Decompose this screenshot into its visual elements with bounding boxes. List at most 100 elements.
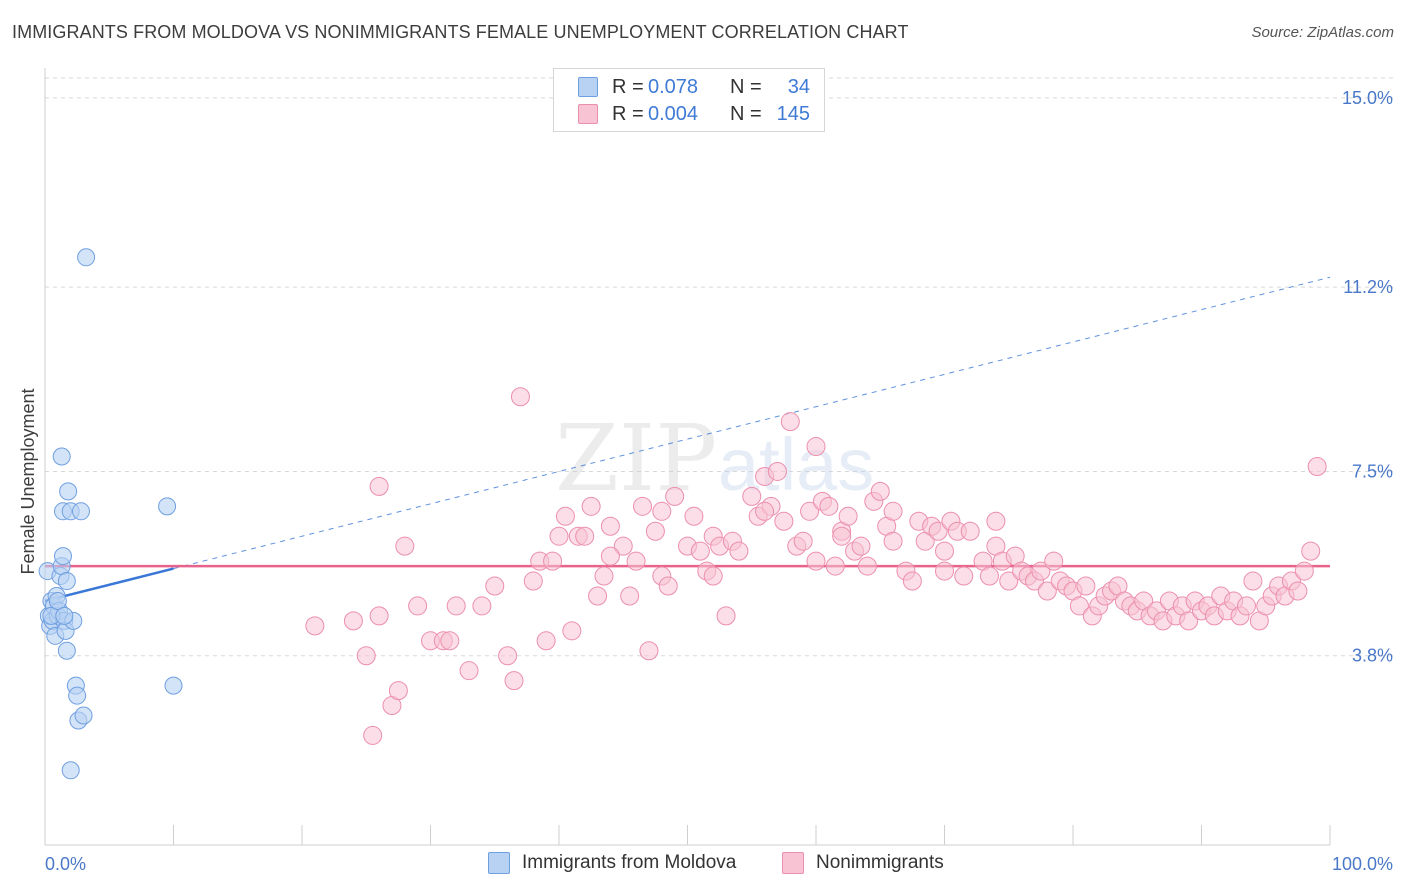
nonimmigrants-point	[363, 725, 383, 745]
moldova-point	[55, 606, 74, 625]
legend-swatch-pink	[578, 104, 598, 124]
moldova-point	[71, 502, 90, 521]
nonimmigrants-point	[999, 571, 1019, 591]
y-tick-label: 3.8%	[1352, 646, 1393, 666]
series-legend: Immigrants from Moldova Nonimmigrants	[0, 852, 1406, 878]
nonimmigrants-point	[536, 631, 556, 651]
nonimmigrants-point	[935, 561, 954, 581]
nonimmigrants-point	[510, 387, 530, 407]
nonimmigrants-point	[800, 501, 820, 521]
nonimmigrants-point	[902, 571, 922, 591]
nonimmigrants-points	[305, 387, 1327, 745]
nonimmigrants-point	[613, 536, 633, 556]
nonimmigrants-point	[408, 596, 428, 616]
nonimmigrants-point	[703, 566, 723, 586]
nonimmigrants-point	[755, 501, 775, 521]
nonimmigrants-point	[806, 437, 826, 457]
nonimmigrants-point	[1044, 551, 1064, 571]
legend-n-label: N =	[730, 75, 762, 98]
nonimmigrants-point	[485, 576, 505, 596]
nonimmigrants-point	[684, 506, 704, 526]
legend-r-value: 0.004	[648, 102, 699, 125]
legend-swatch-blue	[488, 852, 510, 874]
legend-n-value: 145	[776, 102, 810, 125]
legend-item-nonimmigrants: Nonimmigrants	[782, 852, 944, 874]
nonimmigrants-point	[851, 536, 871, 556]
nonimmigrants-point	[472, 596, 492, 616]
nonimmigrants-point	[562, 621, 582, 641]
nonimmigrants-point	[369, 606, 389, 626]
nonimmigrants-point	[806, 551, 826, 571]
nonimmigrants-point	[652, 501, 672, 521]
moldova-point	[74, 706, 93, 725]
legend-series1-label: Immigrants from Moldova	[522, 852, 737, 873]
legend-swatch-blue	[578, 77, 598, 97]
nonimmigrants-point	[838, 506, 858, 526]
nonimmigrants-point	[658, 576, 678, 596]
y-axis-label: Female Unemployment	[18, 388, 38, 574]
moldova-point	[57, 641, 76, 660]
nonimmigrants-point	[1288, 581, 1308, 601]
nonimmigrants-point	[555, 506, 575, 526]
moldova-point	[57, 572, 76, 591]
moldova-point	[53, 547, 72, 566]
nonimmigrants-point	[600, 516, 620, 536]
nonimmigrants-point	[1301, 541, 1321, 561]
nonimmigrants-point	[1294, 561, 1314, 581]
nonimmigrants-point	[588, 586, 608, 606]
nonimmigrants-point	[1037, 581, 1057, 601]
nonimmigrants-point	[633, 496, 653, 516]
legend-swatch-pink	[782, 852, 804, 874]
grid-lines	[45, 77, 1395, 657]
nonimmigrants-point	[729, 541, 749, 561]
legend-series2-label: Nonimmigrants	[816, 852, 944, 873]
nonimmigrants-point	[639, 641, 659, 661]
moldova-point	[52, 447, 71, 466]
nonimmigrants-point	[883, 501, 903, 521]
nonimmigrants-point	[690, 541, 710, 561]
nonimmigrants-point	[954, 566, 974, 586]
moldova-point	[77, 248, 96, 267]
nonimmigrants-point	[832, 526, 852, 546]
moldova-point	[68, 686, 87, 705]
nonimmigrants-point	[356, 646, 376, 666]
nonimmigrants-point	[1307, 456, 1327, 476]
nonimmigrants-point	[979, 566, 999, 586]
watermark-zip: ZIP	[555, 405, 717, 512]
moldova-trend-line	[44, 567, 174, 603]
nonimmigrants-point	[1031, 561, 1051, 581]
legend-r-value: 0.078	[648, 75, 699, 98]
nonimmigrants-point	[935, 541, 954, 561]
nonimmigrants-point	[1243, 571, 1263, 591]
legend-row-nonimmigrants: R = 0.004 N = 145	[578, 102, 810, 126]
nonimmigrants-point	[459, 661, 479, 681]
moldova-point	[59, 482, 78, 501]
legend-item-moldova: Immigrants from Moldova	[488, 852, 736, 874]
nonimmigrants-point	[883, 531, 903, 551]
moldova-points	[38, 248, 183, 780]
nonimmigrants-point	[594, 566, 614, 586]
nonimmigrants-point	[857, 556, 877, 576]
y-tick-label: 7.5%	[1352, 461, 1393, 481]
nonimmigrants-point	[543, 551, 563, 571]
legend-r-label: R =	[612, 75, 644, 98]
x-tick-label: 0.0%	[45, 854, 86, 874]
nonimmigrants-point	[928, 521, 948, 541]
trend-lines	[44, 276, 1331, 603]
nonimmigrants-point	[395, 536, 415, 556]
moldova-point	[48, 591, 67, 610]
chart-title: IMMIGRANTS FROM MOLDOVA VS NONIMMIGRANTS…	[12, 22, 909, 42]
nonimmigrants-point	[620, 586, 640, 606]
nonimmigrants-point	[665, 486, 685, 506]
nonimmigrants-point	[825, 556, 845, 576]
legend-n-value: 34	[787, 75, 810, 98]
nonimmigrants-point	[819, 496, 839, 516]
nonimmigrants-point	[986, 511, 1006, 531]
moldova-trend-dashed	[173, 276, 1331, 570]
nonimmigrants-point	[780, 412, 800, 432]
nonimmigrants-point	[305, 616, 325, 636]
nonimmigrants-point	[369, 476, 389, 496]
watermark-atlas: atlas	[718, 423, 874, 506]
nonimmigrants-point	[645, 521, 665, 541]
